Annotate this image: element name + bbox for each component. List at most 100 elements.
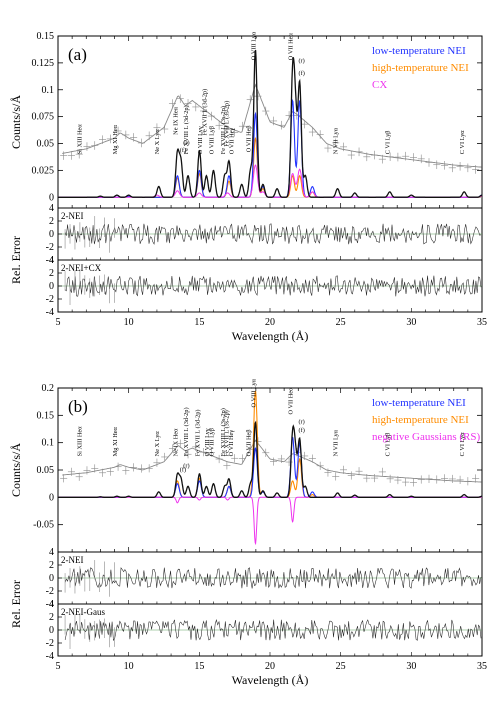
residual-y-tick-label: 0 (49, 281, 54, 292)
y-axis-label: Counts/s/Å (9, 443, 23, 497)
x-tick-label: 5 (56, 317, 61, 328)
high-temperature-nei-line (58, 136, 482, 198)
x-tick-label: 10 (124, 317, 134, 328)
total-model-line (58, 49, 482, 198)
line-id-label: O VIII Lyα (250, 31, 257, 60)
line-id-label: C VI Lyβ (385, 131, 392, 155)
total-model-line (58, 420, 482, 498)
chart-panel-b: -0.05 0 0.05 0.1 0.15 0.2 Counts/s/Å (b) low-tem… (9, 378, 487, 687)
line-id-label: Mg XI Heα (112, 426, 119, 456)
residual-y-tick-label: 0 (49, 573, 54, 584)
line-id-label: (r) (183, 139, 189, 146)
legend-entry: low-temperature NEI (372, 45, 466, 57)
line-id-label: O VIII Lyγ (197, 126, 204, 154)
residual-y-tick-label: 2 (49, 560, 54, 571)
line-id-label: Si XIII Heα (76, 426, 83, 457)
data-envelope-line (62, 83, 482, 168)
residual-data-line (64, 567, 482, 589)
residual-y-tick-label: 2 (49, 612, 54, 623)
y-tick-label: 0 (49, 192, 54, 203)
y-tick-label: 0.05 (37, 139, 55, 150)
y-tick-label: 0.075 (32, 112, 55, 123)
residual-y-tick-label: -2 (46, 638, 54, 649)
residual-y-tick-label: 4 (49, 203, 54, 214)
residual-y-tick-label: -4 (46, 307, 54, 318)
line-id-label: (r) (298, 57, 304, 64)
legend-entry: high-temperature NEI (372, 414, 469, 426)
line-id-label: C VI Lyα (459, 130, 466, 155)
residual-y-tick-label: 2 (49, 268, 54, 279)
residual-panel-label: 2-NEI (61, 211, 84, 221)
line-id-label: (f) (299, 427, 305, 434)
residual-y-tick-label: -2 (46, 294, 54, 305)
x-axis-label: Wavelength (Å) (232, 673, 309, 687)
line-id-label: (f) (180, 466, 186, 473)
x-tick-label: 15 (194, 661, 204, 672)
line-id-label: C VI Lyβ (385, 433, 392, 457)
residual-y-tick-label: -4 (46, 651, 54, 662)
panel-label: (a) (68, 45, 87, 64)
y-tick-label: 0.025 (32, 165, 55, 176)
x-tick-label: 30 (406, 317, 416, 328)
panel-label: (b) (68, 397, 88, 416)
residual-y-tick-label: -4 (46, 255, 54, 266)
x-tick-label: 20 (265, 661, 275, 672)
residual-data-line (64, 619, 482, 642)
x-tick-label: 15 (194, 317, 204, 328)
line-id-label: O VIII Lyβ (208, 126, 215, 154)
x-tick-label: 35 (477, 661, 487, 672)
low-temperature-nei-line (58, 98, 482, 198)
y-tick-label: 0.05 (37, 465, 55, 476)
line-id-label: Fe XVIII L (3d-2p) (183, 407, 190, 456)
line-id-label: (f) (299, 70, 305, 77)
line-id-label: Ne IX Heα (172, 428, 179, 456)
residual-y-tick-label: 4 (49, 599, 54, 610)
line-id-label: O VII Heα (288, 387, 295, 415)
line-id-label: Fe XVII L (3d-2p) (201, 89, 208, 136)
line-id-label: (f) (180, 147, 186, 154)
residual-data-line (64, 223, 482, 245)
legend-entry: high-temperature NEI (372, 62, 469, 74)
y-tick-label: 0.1 (42, 438, 55, 449)
y-tick-label: 0.1 (42, 85, 55, 96)
residual-data-line (64, 275, 482, 297)
line-id-label: Ne IX Heα (172, 106, 179, 134)
line-id-label: O VII Heα (288, 33, 295, 61)
line-id-label: Fe XVIII L (3s-2p) (220, 106, 227, 154)
y-tick-label: 0.15 (37, 410, 55, 421)
y-tick-label: 0.125 (32, 58, 55, 69)
main-plot-frame (57, 387, 483, 553)
legend-entry: negative Gaussians (RS) (372, 431, 480, 443)
x-axis-label: Wavelength (Å) (232, 329, 309, 343)
residual-panel-label: 2-NEI (61, 555, 84, 565)
line-id-label: C VI Lyα (459, 432, 466, 457)
line-id-label: O VII Heγ (228, 430, 235, 457)
residual-y-tick-label: 4 (49, 547, 54, 558)
line-id-label: N VII Lyα (333, 127, 340, 154)
y-axis-label: Counts/s/Å (9, 95, 23, 149)
line-id-label: O VII Heβ (246, 429, 253, 456)
y-tick-label: 0 (49, 492, 54, 503)
residual-y-tick-label: 4 (49, 255, 54, 266)
x-tick-label: 25 (336, 317, 346, 328)
cx-line (58, 164, 482, 198)
residual-y-tick-label: -4 (46, 599, 54, 610)
data-envelope-line (62, 439, 482, 483)
low-temperature-nei-line (58, 436, 482, 498)
x-tick-label: 35 (477, 317, 487, 328)
residual-y-tick-label: -2 (46, 242, 54, 253)
residual-panel-label: 2-NEI-Gaus (61, 607, 105, 617)
x-tick-label: 10 (124, 661, 134, 672)
y-tick-label: 0.15 (37, 31, 55, 42)
residual-y-tick-label: 0 (49, 229, 54, 240)
line-id-label: Fe XVIII L (3s-2p) (220, 408, 227, 456)
line-id-label: Fe XVII L (3d-2p) (194, 410, 201, 457)
line-id-label: O VII Heβ (246, 125, 253, 152)
residual-y-tick-label: -2 (46, 586, 54, 597)
line-id-label: O VII Heγ (228, 128, 235, 155)
line-id-label: Fe XVII L (3s-2p) (223, 410, 230, 456)
negative-gaussians-line (58, 496, 482, 546)
chart-panel-a: 0 0.025 0.05 0.075 0.1 0.125 0.15 Counts/s/Å (a)… (9, 31, 487, 343)
line-id-label: Ne X Lyα (154, 431, 161, 457)
